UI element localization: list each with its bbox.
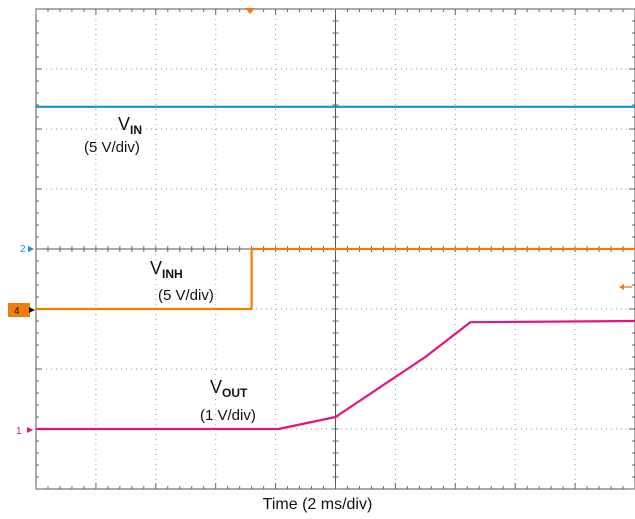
vin-label-main: V [118,114,130,134]
vout-label-sub: OUT [222,386,248,400]
traces [36,105,635,431]
vout-trace-label: VOUT (1 V/div) [200,377,256,424]
svg-text:VIN: VIN [118,114,142,137]
svg-text:VINH: VINH [150,258,183,281]
marker-ch1-arrow [27,427,33,433]
marker-ch4: 4 [8,303,35,317]
marker-ch1-label: 1 [16,426,22,437]
vout-label-main: V [210,377,222,397]
trigger-level-marker [619,284,632,290]
marker-ch2: 2 [20,244,34,255]
vinh-label-main: V [150,258,162,278]
marker-ch4-box [8,303,30,317]
vin-scale-label: (5 V/div) [84,139,140,156]
marker-ch2-label: 2 [20,244,26,255]
trigger-position-marker [245,8,255,14]
marker-ch2-arrow [28,246,34,252]
vout-trace [36,319,635,431]
vinh-label-sub: INH [162,267,183,281]
vinh-trace-label: VINH (5 V/div) [150,258,214,304]
vinh-trace [36,247,635,311]
marker-ch4-label: 4 [14,306,20,317]
x-axis-label: Time (2 ms/div) [262,496,373,513]
vout-scale-label: (1 V/div) [200,407,256,424]
vin-label-sub: IN [130,123,142,137]
vin-trace-label: VIN (5 V/div) [84,114,142,156]
marker-ch1: 1 [16,426,33,437]
svg-text:VOUT: VOUT [210,377,248,400]
marker-ch4-arrow [29,307,35,313]
vinh-scale-label: (5 V/div) [158,287,214,304]
